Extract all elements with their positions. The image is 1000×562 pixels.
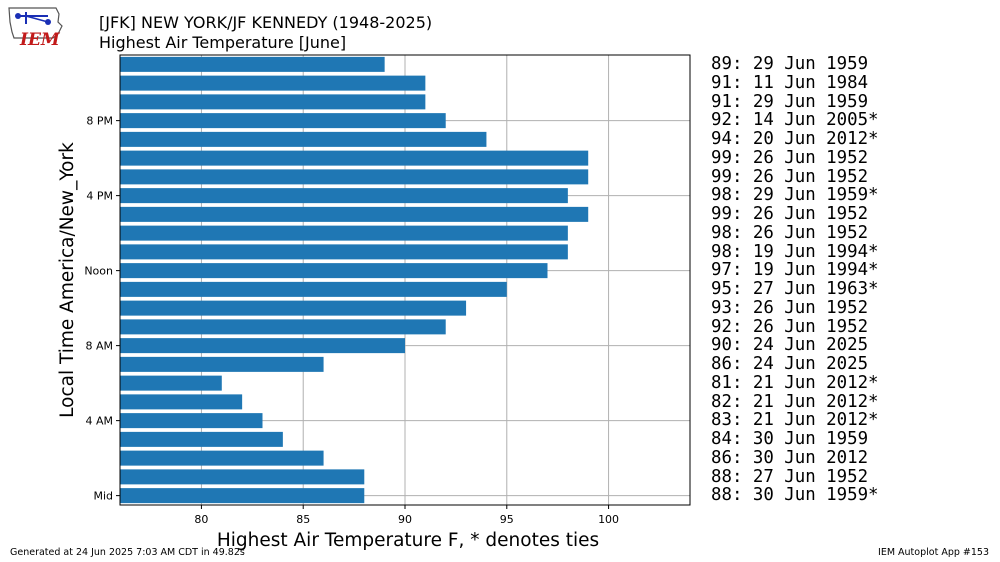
record-item: 81: 21 Jun 2012* xyxy=(711,372,879,393)
bar-hour-9 xyxy=(120,319,446,335)
record-item: 91: 11 Jun 1984 xyxy=(711,72,869,93)
x-tick-label: 85 xyxy=(296,513,310,526)
bar-hour-4 xyxy=(120,413,263,429)
record-item: 82: 21 Jun 2012* xyxy=(711,391,879,412)
record-item: 93: 26 Jun 1952 xyxy=(711,297,869,318)
record-item: 88: 27 Jun 1952 xyxy=(711,466,869,487)
record-item: 98: 19 Jun 1994* xyxy=(711,241,879,262)
bar-hour-23 xyxy=(120,56,385,72)
bar-hour-13 xyxy=(120,244,568,260)
bar-hour-2 xyxy=(120,450,324,466)
chart-subtitle: Highest Air Temperature [June] xyxy=(99,33,347,52)
iowa-map-icon xyxy=(8,7,63,39)
record-item: 98: 29 Jun 1959* xyxy=(711,185,879,206)
record-item: 92: 26 Jun 1952 xyxy=(711,316,869,337)
record-item: 86: 24 Jun 2025 xyxy=(711,354,869,374)
app-label: IEM Autoplot App #153 xyxy=(878,547,989,558)
y-tick-label: Mid xyxy=(93,490,113,503)
record-item: 94: 20 Jun 2012* xyxy=(711,129,879,149)
y-tick-label: 8 PM xyxy=(86,115,113,128)
record-item: 92: 14 Jun 2005* xyxy=(711,110,879,131)
bar-hour-21 xyxy=(120,94,426,110)
y-tick-label: 4 PM xyxy=(86,190,113,203)
record-item: 95: 27 Jun 1963* xyxy=(711,279,879,299)
record-item: 98: 26 Jun 1952 xyxy=(711,222,869,243)
bar-hour-10 xyxy=(120,300,467,316)
bar-hour-8 xyxy=(120,338,405,354)
records-list: 89: 29 Jun 1959 91: 11 Jun 1984 91: 29 Jun… xyxy=(711,55,879,505)
y-axis-label: Local Time America/New_York xyxy=(57,142,78,418)
bar-hour-16 xyxy=(120,188,568,204)
bar-hour-3 xyxy=(120,431,283,447)
x-tick-label: 100 xyxy=(598,513,619,526)
bar-hour-18 xyxy=(120,150,589,166)
bar-hour-7 xyxy=(120,356,324,372)
bar-hour-20 xyxy=(120,113,446,129)
bar-hour-0 xyxy=(120,488,365,504)
logo-text: IEM xyxy=(20,30,60,50)
chart-title: [JFK] NEW YORK/JF KENNEDY (1948-2025) xyxy=(99,13,433,32)
x-tick-label: 80 xyxy=(194,513,208,526)
bar-hour-6 xyxy=(120,375,222,391)
bar-hour-12 xyxy=(120,263,548,279)
x-axis-label: Highest Air Temperature F, * denotes tie… xyxy=(217,530,599,551)
bar-hour-17 xyxy=(120,169,589,185)
x-tick-label: 95 xyxy=(500,513,514,526)
bar-hour-22 xyxy=(120,75,426,91)
y-tick-label: Noon xyxy=(84,265,113,278)
record-item: 90: 24 Jun 2025 xyxy=(711,335,869,356)
bar-hour-19 xyxy=(120,131,487,147)
bar-hour-5 xyxy=(120,394,243,410)
bar-hour-11 xyxy=(120,281,507,297)
x-tick-label: 90 xyxy=(398,513,412,526)
bar-hour-15 xyxy=(120,206,589,222)
record-item: 88: 30 Jun 1959* xyxy=(711,485,879,506)
record-item: 89: 29 Jun 1959 xyxy=(711,54,869,74)
y-tick-label: 8 AM xyxy=(85,340,113,353)
bar-hour-14 xyxy=(120,225,568,241)
record-item: 91: 29 Jun 1959 xyxy=(711,91,869,112)
record-item: 86: 30 Jun 2012 xyxy=(711,447,869,468)
bar-hour-1 xyxy=(120,469,365,485)
y-tick-label: 4 AM xyxy=(85,415,113,428)
record-item: 83: 21 Jun 2012* xyxy=(711,410,879,431)
generated-note: Generated at 24 Jun 2025 7:03 AM CDT in … xyxy=(10,547,245,558)
iem-logo: IEM xyxy=(6,4,64,50)
record-item: 84: 30 Jun 1959 xyxy=(711,429,869,449)
record-item: 97: 19 Jun 1994* xyxy=(711,260,879,281)
record-item: 99: 26 Jun 1952 xyxy=(711,147,869,168)
record-item: 99: 26 Jun 1952 xyxy=(711,204,869,224)
record-item: 99: 26 Jun 1952 xyxy=(711,166,869,187)
